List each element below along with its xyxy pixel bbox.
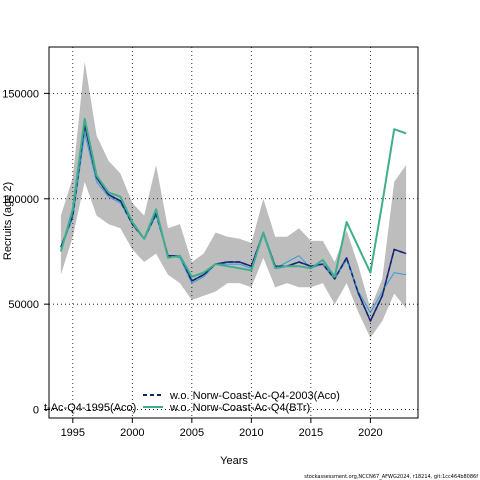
series-line-3 <box>60 124 407 322</box>
y-axis-label: Recruits (age 2) <box>2 182 14 260</box>
series-layer <box>59 117 407 322</box>
x-tick-label-2005: 2005 <box>180 427 204 439</box>
legend-label-1: t-Ac-Q4-1995(Aco) <box>44 402 136 414</box>
x-axis-label: Years <box>220 455 248 467</box>
x-tick-label-2010: 2010 <box>239 427 263 439</box>
legend: t-Ac-Q4-1995(Aco) w.o. Norw-Coast-Ac-Q4-2… <box>44 390 340 414</box>
y-tick-label-100000: 100000 <box>2 194 39 206</box>
axis-layer: 1995 2000 2005 2010 2015 2020 0 50000 100000 1500… <box>2 88 382 439</box>
x-tick-label-2015: 2015 <box>299 427 323 439</box>
series-line-4 <box>59 117 407 278</box>
grid-layer <box>49 47 418 418</box>
legend-label-3: w.o. Norw-Coast-Ac-Q4(BTr) <box>169 402 310 414</box>
y-tick-label-50000: 50000 <box>8 299 39 311</box>
plot-frame <box>48 46 419 419</box>
x-tick-label-2020: 2020 <box>358 427 382 439</box>
y-tick-label-150000: 150000 <box>2 88 39 100</box>
legend-label-2: w.o. Norw-Coast-Ac-Q4-2003(Aco) <box>169 390 340 402</box>
confidence-band <box>60 61 407 338</box>
x-tick-label-1995: 1995 <box>61 427 85 439</box>
y-tick-label-0: 0 <box>33 405 39 417</box>
x-tick-label-2000: 2000 <box>120 427 144 439</box>
confidence-band-layer <box>60 61 407 338</box>
source-footer: stockassessment.org,NCCN67_AFWG2024, r18… <box>304 474 478 480</box>
series-line-2 <box>60 132 407 314</box>
